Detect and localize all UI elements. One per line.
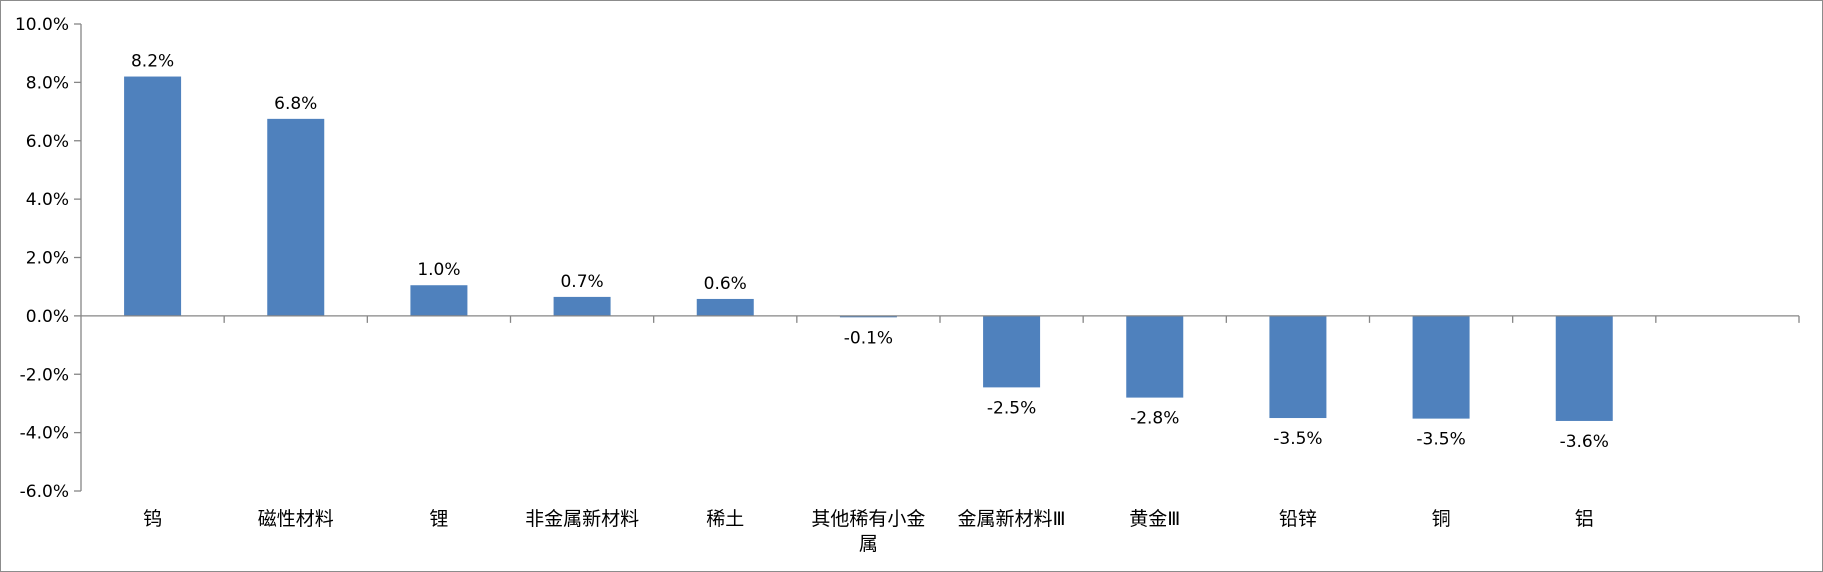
bar: [1412, 315, 1470, 419]
data-label: 0.7%: [560, 272, 603, 292]
data-label: -3.5%: [1273, 429, 1322, 449]
bar: [1126, 315, 1184, 398]
y-tick-label: 8.0%: [26, 73, 69, 93]
category-label-line: 非金属新材料: [525, 508, 639, 530]
category-label-line: 铝: [1575, 508, 1594, 530]
category-label: 锂: [429, 508, 448, 530]
y-tick-label: 6.0%: [26, 132, 69, 152]
category-label-line: 其他稀有小金: [811, 508, 925, 530]
bar: [1555, 315, 1613, 421]
y-tick-label: -2.0%: [20, 365, 69, 385]
category-label: 其他稀有小金属: [811, 508, 925, 555]
category-label: 磁性材料: [258, 508, 334, 530]
y-tick-label: 4.0%: [26, 190, 69, 210]
category-label-line: 铜: [1432, 508, 1451, 530]
y-tick-label: 10.0%: [15, 15, 69, 35]
category-label: 铜: [1432, 508, 1451, 530]
y-tick-label: 2.0%: [26, 249, 69, 269]
data-label: 8.2%: [131, 52, 174, 72]
category-label: 非金属新材料: [525, 508, 639, 530]
bar: [267, 118, 325, 316]
data-label: 0.6%: [704, 274, 747, 294]
bar: [553, 296, 611, 316]
category-label-line: 锂: [429, 508, 448, 530]
category-label: 黄金Ⅲ: [1129, 508, 1180, 530]
bar: [696, 298, 754, 316]
y-tick-label: 0.0%: [26, 307, 69, 327]
category-label: 金属新材料Ⅲ: [958, 508, 1066, 530]
bars: [124, 76, 1613, 421]
data-label: -3.5%: [1416, 430, 1465, 450]
bar: [983, 315, 1041, 388]
bar: [839, 315, 897, 318]
category-label: 稀土: [706, 508, 744, 530]
bar: [410, 285, 468, 316]
data-label: -2.5%: [987, 398, 1036, 418]
data-label: -0.1%: [844, 328, 893, 348]
data-label: -3.6%: [1560, 432, 1609, 452]
category-label: 铝: [1575, 508, 1594, 530]
category-label-line: 钨: [143, 508, 162, 530]
category-label-line: 属: [859, 533, 878, 555]
bar: [1269, 315, 1327, 419]
category-label-line: 稀土: [706, 508, 744, 530]
x-axis: [81, 315, 1800, 323]
category-label-line: 铅锌: [1279, 508, 1317, 530]
bar: [124, 76, 182, 316]
y-axis: 10.0% 8.0% 6.0% 4.0% 2.0% 0.0% -2.0% -4.0% -6.0%: [15, 15, 82, 502]
y-tick-label: -6.0%: [20, 482, 69, 502]
category-labels: 钨 磁性材料 锂 非金属新材料 稀土 其他稀有小金属 金属新材料Ⅲ 黄金Ⅲ 铅锌 铜 铝: [143, 508, 1594, 555]
category-label-line: 金属新材料Ⅲ: [958, 508, 1066, 530]
category-label-line: 磁性材料: [258, 508, 334, 530]
data-labels: 8.2% 6.8% 1.0% 0.7% 0.6% -0.1% -2.5% -2.8% -3.5%…: [131, 52, 1609, 452]
y-tick-label: -4.0%: [20, 424, 69, 444]
category-label-line: 黄金Ⅲ: [1129, 508, 1180, 530]
data-label: -2.8%: [1130, 409, 1179, 429]
data-label: 6.8%: [274, 94, 317, 114]
category-label: 钨: [143, 508, 162, 530]
category-label: 铅锌: [1279, 508, 1317, 530]
data-label: 1.0%: [417, 260, 460, 280]
